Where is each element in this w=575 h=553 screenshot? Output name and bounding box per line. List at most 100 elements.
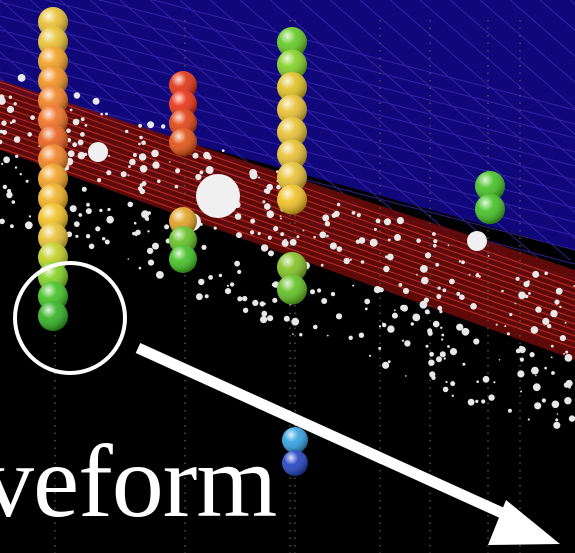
- hit-dot: [127, 258, 130, 260]
- hit-dot: [449, 348, 458, 356]
- hit-dot: [498, 359, 501, 361]
- hit-dot: [3, 156, 10, 164]
- hit-dot: [292, 333, 294, 335]
- hit-dot: [138, 123, 143, 128]
- hit-dot: [450, 381, 456, 387]
- hit-dot: [459, 294, 465, 301]
- hit-dot: [283, 315, 290, 322]
- hit-dot: [120, 171, 127, 178]
- hit-dot: [272, 297, 278, 303]
- hit-dot: [88, 243, 95, 250]
- direction-arrow: [135, 342, 525, 528]
- hit-dot: [427, 330, 433, 336]
- hit-dot: [532, 383, 541, 392]
- hit-dot: [205, 166, 214, 174]
- hit-dot: [373, 286, 381, 294]
- dom-sphere: [277, 49, 307, 80]
- hit-dot: [527, 418, 530, 421]
- hit-dot: [534, 402, 542, 410]
- hit-blob: [88, 142, 108, 162]
- hit-dot: [12, 119, 16, 123]
- hit-dot: [368, 354, 372, 357]
- hit-dot: [378, 346, 382, 350]
- hit-dot: [213, 226, 217, 230]
- hit-dot: [268, 250, 274, 257]
- hit-dot: [147, 211, 151, 215]
- hit-dot: [447, 345, 450, 348]
- hit-dot: [541, 398, 547, 403]
- hit-dot: [27, 132, 32, 137]
- hit-dot: [8, 95, 13, 99]
- hit-dot: [276, 184, 281, 190]
- hit-dot: [478, 275, 481, 278]
- hit-dot: [387, 360, 391, 363]
- hit-dot: [440, 326, 443, 329]
- hit-dot: [1, 120, 7, 126]
- hit-dot: [208, 275, 214, 280]
- hit-dot: [563, 382, 570, 388]
- hit-dot: [264, 203, 271, 210]
- hit-dot: [105, 112, 108, 116]
- hit-dot: [100, 112, 103, 116]
- grid-line: [299, 0, 575, 239]
- hit-dot: [542, 317, 550, 325]
- hit-dot: [283, 238, 287, 242]
- hit-dot: [514, 302, 517, 305]
- hit-dot: [441, 338, 444, 341]
- dom-sphere: [277, 162, 307, 192]
- hit-dot: [394, 234, 401, 241]
- hit-dot: [504, 325, 507, 328]
- hit-dot: [139, 165, 148, 173]
- hit-dot: [358, 237, 366, 244]
- hit-dot: [66, 128, 71, 134]
- hit-dot: [437, 286, 441, 290]
- hit-dot: [517, 370, 525, 378]
- hit-dot: [77, 139, 84, 146]
- hit-dot: [80, 117, 85, 122]
- hit-dot: [461, 327, 470, 336]
- grid-line: [209, 0, 511, 261]
- hit-dot: [266, 210, 275, 218]
- hit-dot: [563, 352, 565, 355]
- hit-dot: [207, 155, 212, 160]
- hit-dot: [475, 399, 479, 403]
- hit-dot: [473, 338, 480, 345]
- hit-dot: [556, 413, 559, 415]
- hit-dot: [261, 310, 268, 317]
- hit-dot: [0, 218, 5, 225]
- hit-dot: [242, 307, 249, 313]
- hit-dot: [132, 231, 136, 236]
- hit-dot: [429, 371, 436, 378]
- hit-dot: [468, 273, 471, 276]
- hit-dot: [520, 390, 523, 393]
- hit-dot: [331, 213, 337, 218]
- hit-dot: [456, 323, 464, 331]
- hit-dot: [402, 287, 410, 295]
- hit-dot: [432, 320, 440, 328]
- hit-dot: [19, 173, 22, 176]
- hit-dot: [433, 243, 437, 248]
- hit-dot: [25, 179, 29, 183]
- hit-dot: [218, 273, 223, 278]
- hit-dot: [518, 346, 526, 354]
- hit-dot: [443, 357, 446, 360]
- hit-dot: [470, 303, 477, 310]
- hit-dot: [72, 142, 78, 148]
- dom-sphere: [38, 301, 68, 331]
- hit-dot: [242, 295, 248, 302]
- hit-dot: [373, 227, 377, 231]
- hit-dot: [364, 298, 371, 305]
- hit-dot: [320, 263, 324, 267]
- hit-dot: [554, 299, 560, 305]
- dom-sphere: [277, 27, 307, 57]
- hit-dot: [234, 260, 241, 267]
- hit-dot: [175, 168, 181, 174]
- hit-dot: [198, 278, 205, 286]
- hit-dot: [564, 354, 573, 362]
- hit-dot: [127, 174, 130, 177]
- hit-dot: [568, 415, 575, 422]
- hit-dot: [157, 179, 161, 183]
- hit-dot: [400, 304, 407, 311]
- hit-dot: [321, 298, 328, 304]
